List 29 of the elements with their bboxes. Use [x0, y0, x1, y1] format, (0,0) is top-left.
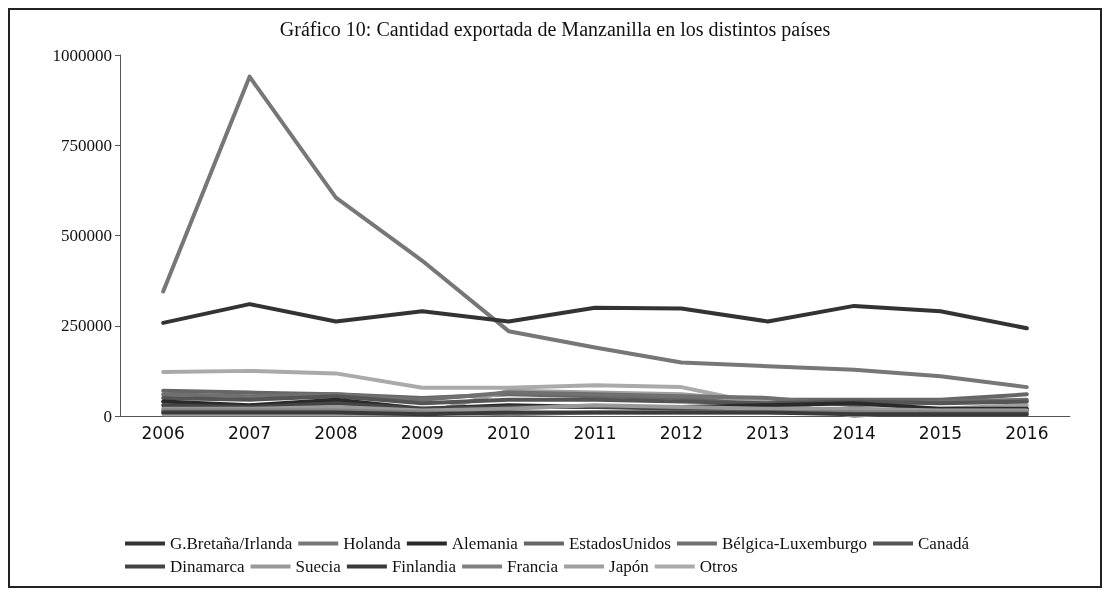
x-tick-label: 2013	[746, 422, 790, 443]
legend-label: Alemania	[451, 534, 519, 553]
legend-label: Otros	[699, 557, 738, 576]
legend-label: Francia	[507, 557, 559, 576]
x-tick-label: 2016	[1005, 422, 1049, 443]
y-tick-label: 0	[103, 406, 112, 426]
legend-label: G.Bretaña/Irlanda	[170, 534, 293, 553]
legend-label: Finlandia	[391, 557, 457, 576]
y-tick-label: 250000	[61, 316, 112, 336]
legend-label: Bélgica-Luxemburgo	[721, 534, 868, 553]
x-tick-label: 2012	[659, 422, 703, 443]
x-tick-label: 2010	[487, 422, 531, 443]
legend-label: Japón	[609, 557, 650, 576]
chart-title: Gráfico 10: Cantidad exportada de Manzanilla en los distintos países	[279, 18, 831, 41]
legend-label: Holanda	[343, 534, 402, 553]
x-tick-label: 2011	[573, 422, 617, 443]
y-tick-label: 1000000	[52, 45, 112, 65]
legend-label: EstadosUnidos	[568, 534, 671, 553]
x-tick-label: 2014	[832, 422, 876, 443]
x-tick-label: 2006	[141, 422, 185, 443]
x-tick-label: 2008	[314, 422, 358, 443]
legend-label: Canadá	[918, 534, 970, 553]
x-tick-label: 2015	[918, 422, 963, 443]
x-tick-label: 2007	[227, 422, 272, 443]
y-tick-label: 750000	[61, 135, 112, 155]
y-tick-label: 500000	[61, 226, 112, 245]
legend-label: Dinamarca	[170, 557, 246, 576]
x-tick-label: 2009	[400, 422, 444, 443]
legend-label: Suecia	[295, 557, 342, 576]
